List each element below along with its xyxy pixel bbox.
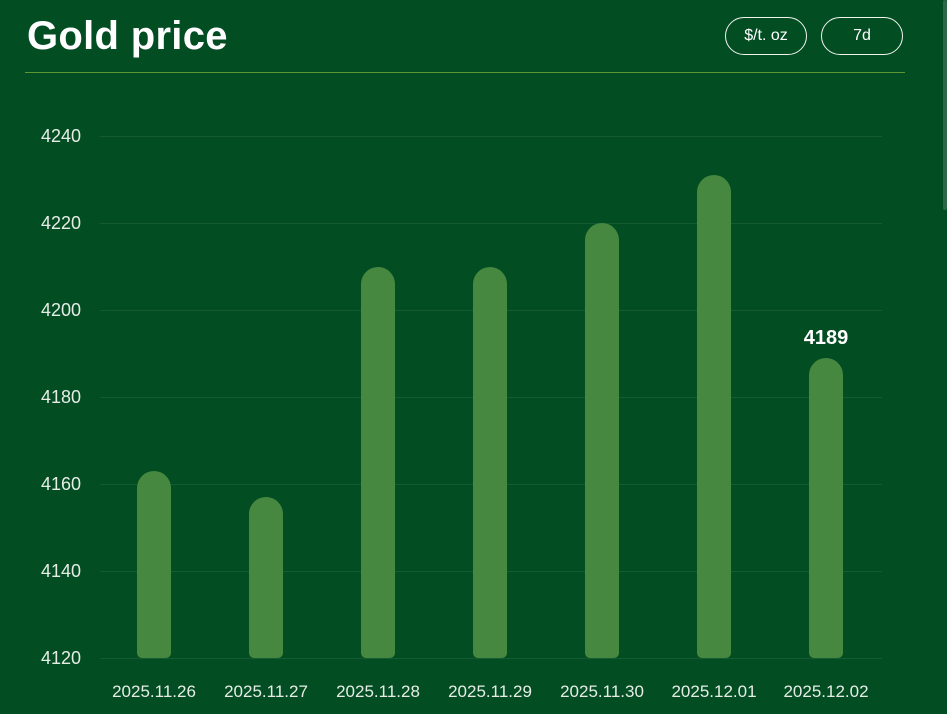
bar-value-label: 4189 bbox=[803, 326, 849, 349]
x-axis-tick-label: 2025.11.27 bbox=[224, 682, 308, 701]
bar-2025.12.02[interactable] bbox=[809, 357, 843, 658]
y-axis-tick-label: 4120 bbox=[40, 648, 81, 668]
x-axis-tick-label: 2025.11.28 bbox=[336, 682, 420, 701]
bar-2025.11.29[interactable] bbox=[473, 266, 507, 658]
gridline bbox=[100, 658, 882, 659]
gridline bbox=[100, 136, 882, 137]
y-axis-tick-label: 4240 bbox=[40, 126, 81, 146]
bar-2025.11.26[interactable] bbox=[137, 470, 171, 658]
bar-2025.12.01[interactable] bbox=[697, 175, 731, 658]
range-button[interactable]: 7d bbox=[821, 17, 903, 55]
unit-button[interactable]: $/t. oz bbox=[725, 17, 807, 55]
x-axis-tick-label: 2025.11.29 bbox=[448, 682, 532, 701]
x-axis-tick-label: 2025.12.01 bbox=[671, 682, 757, 701]
page-title: Gold price bbox=[27, 13, 228, 58]
bar-2025.11.28[interactable] bbox=[361, 266, 395, 658]
y-axis-tick-label: 4160 bbox=[40, 474, 81, 494]
x-axis-tick-label: 2025.11.26 bbox=[112, 682, 196, 701]
x-axis-tick-label: 2025.11.30 bbox=[560, 682, 644, 701]
header-divider bbox=[25, 72, 905, 73]
y-axis-tick-label: 4220 bbox=[40, 213, 81, 233]
bar-2025.11.27[interactable] bbox=[249, 497, 283, 658]
x-axis-tick-label: 2025.12.02 bbox=[783, 682, 869, 701]
bar-2025.11.30[interactable] bbox=[585, 223, 619, 658]
gridline bbox=[100, 223, 882, 224]
y-axis-tick-label: 4140 bbox=[40, 561, 81, 581]
scrollbar-thumb[interactable] bbox=[943, 0, 947, 210]
y-axis-tick-label: 4180 bbox=[40, 387, 81, 407]
y-axis-tick-label: 4200 bbox=[40, 300, 81, 320]
widget-header: Gold price $/t. oz 7d bbox=[27, 0, 903, 72]
header-buttons: $/t. oz 7d bbox=[725, 17, 903, 55]
